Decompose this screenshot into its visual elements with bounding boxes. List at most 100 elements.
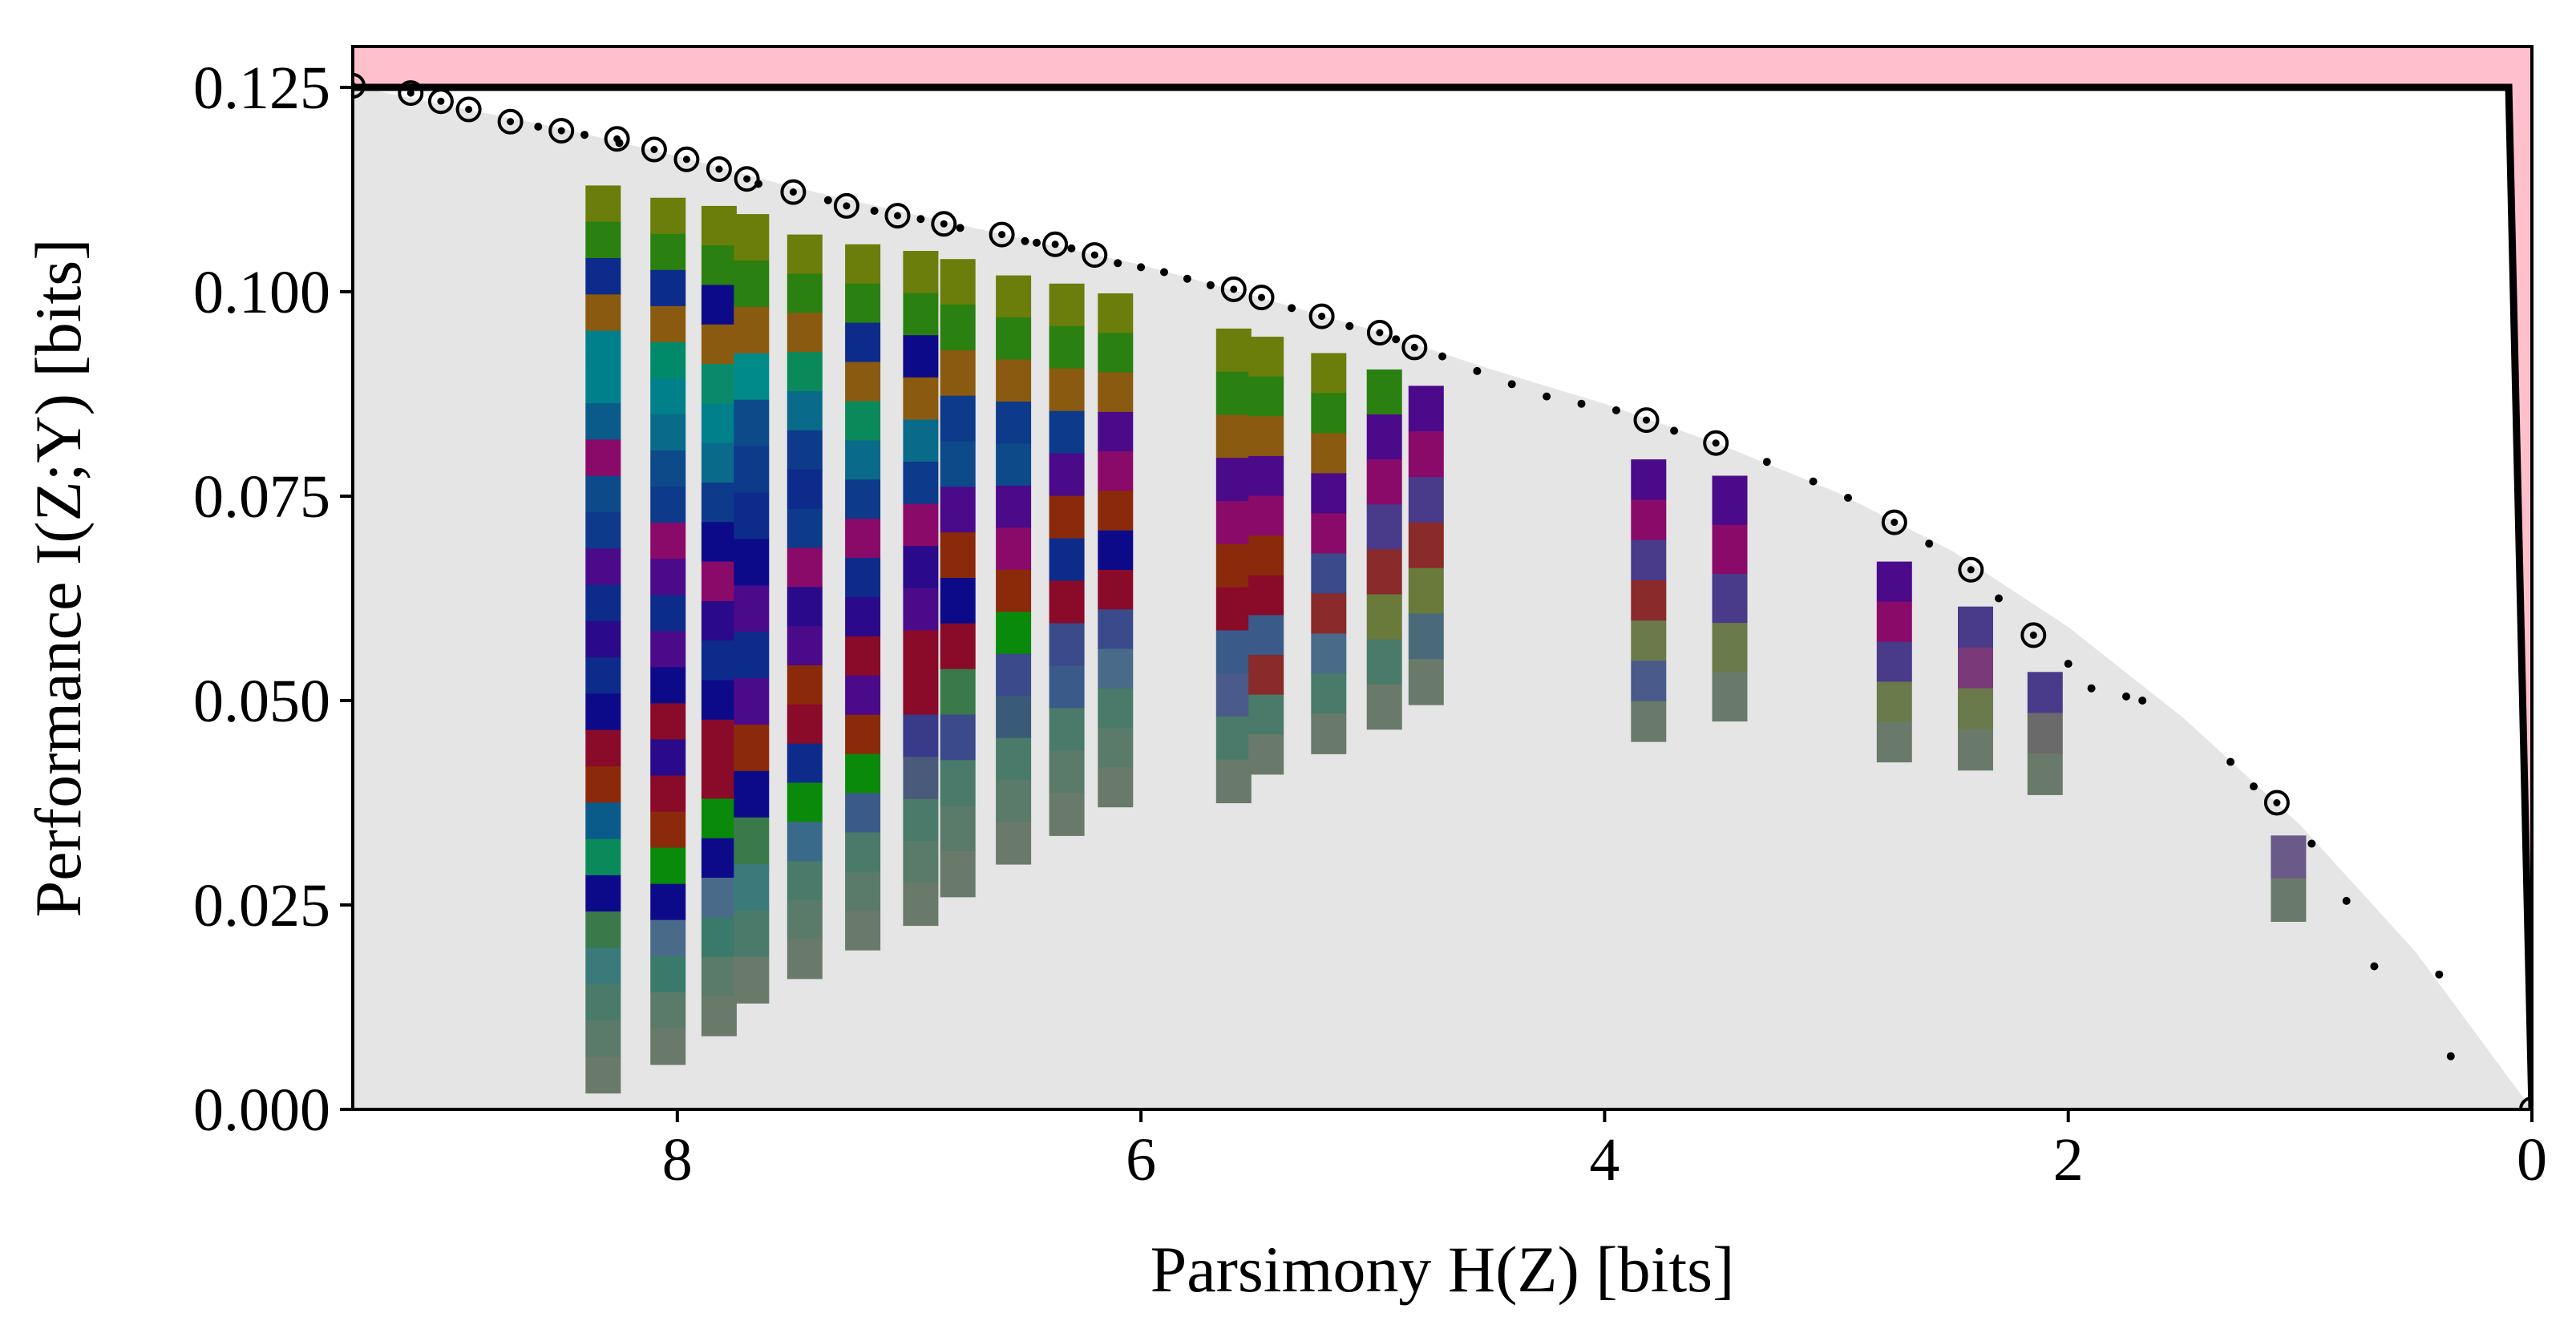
frontier-point-ring (931, 211, 957, 237)
x-tick-label: 6 (1126, 1126, 1156, 1194)
column-segment (1248, 694, 1284, 735)
column-segment (996, 780, 1032, 823)
column-segment (996, 822, 1032, 865)
column-segment (1098, 451, 1134, 491)
frontier-dot (1183, 274, 1191, 283)
column-segment (2027, 713, 2063, 754)
column-segment (650, 595, 686, 632)
column-segment (1311, 633, 1347, 674)
column-segment (1631, 459, 1667, 500)
column-segment (903, 462, 939, 505)
column-segment (845, 362, 881, 402)
column-segment (940, 851, 976, 898)
column-segment (787, 234, 823, 275)
frontier-point (1366, 320, 1393, 345)
column-segment (734, 817, 770, 865)
column-segment (650, 775, 686, 813)
frontier-point-ring (455, 96, 482, 123)
column-segment (903, 546, 939, 589)
frontier-point (1401, 334, 1428, 361)
column-segment (940, 305, 976, 351)
column-segment (1215, 543, 1252, 588)
frontier-dot (1577, 399, 1586, 408)
column-segment (650, 1028, 686, 1065)
column-segment (650, 197, 686, 235)
column-segment (940, 441, 976, 487)
column-segment (1712, 573, 1748, 624)
column-segment (1408, 386, 1444, 432)
column-segment (845, 597, 881, 637)
column-segment (845, 871, 881, 911)
column-segment (650, 667, 686, 705)
column-segment (650, 233, 686, 271)
frontier-point-ring (641, 136, 667, 163)
column-segment (1049, 495, 1085, 539)
frontier-dot (1288, 304, 1296, 313)
column-segment (734, 632, 770, 679)
plot-frame (351, 45, 2534, 1111)
column-segment (701, 245, 737, 286)
column-segment (734, 306, 770, 354)
column-segment (845, 753, 881, 794)
column-segment (1098, 648, 1134, 689)
frontier-dot (1762, 458, 1771, 467)
frontier-dot (1995, 594, 2003, 603)
frontier-point-ring (1220, 276, 1247, 302)
column-segment (1215, 501, 1252, 545)
column-segment (585, 512, 621, 549)
column-segment (701, 917, 737, 958)
frontier-dot (1844, 494, 1852, 502)
column-segment (734, 214, 770, 261)
frontier-point-center (650, 146, 658, 153)
frontier-dot (2435, 970, 2444, 979)
y-tick-label: 0.125 (193, 55, 330, 122)
column-segment (845, 911, 881, 951)
column-segment (845, 636, 881, 677)
frontier-point (989, 221, 1015, 248)
column-segment (996, 696, 1032, 739)
column-segment (787, 508, 823, 549)
column-segment (1876, 601, 1912, 643)
column-segment (903, 883, 939, 927)
frontier-point (833, 192, 859, 219)
column-segment (1712, 672, 1748, 722)
column-segment (1049, 453, 1085, 497)
column-segment (787, 391, 823, 431)
frontier-point-center (682, 156, 690, 164)
column-segment (650, 523, 686, 559)
column-segment (585, 1056, 621, 1094)
frontier-dot (2087, 684, 2096, 693)
frontier-dot (1392, 335, 1401, 344)
frontier-dot (2250, 782, 2258, 791)
x-tick-label: 2 (2053, 1126, 2084, 1194)
column-segment (701, 522, 737, 563)
column-segment (2027, 672, 2063, 713)
cluster-column (734, 214, 770, 1004)
column-segment (845, 675, 881, 716)
cluster-column (1311, 353, 1347, 754)
column-segment (996, 527, 1032, 571)
frontier-circles (353, 73, 2532, 1109)
column-segment (787, 822, 823, 862)
column-segment (996, 737, 1032, 781)
column-segment (996, 485, 1032, 528)
column-segment (585, 366, 621, 404)
y-axis-label: Performance I(Z;Y) [bits] (22, 239, 95, 918)
y-tick-label: 0.000 (193, 1076, 330, 1144)
column-segment (1631, 660, 1667, 702)
column-segment (650, 703, 686, 741)
column-segment (1215, 414, 1252, 458)
column-segment (701, 561, 737, 602)
column-segment (701, 364, 737, 404)
column-segment (701, 838, 737, 879)
frontier-point (931, 211, 957, 237)
column-segment (701, 285, 737, 325)
cluster-column (1958, 606, 1993, 771)
frontier-dot (2226, 757, 2235, 766)
cluster-column (1876, 561, 1912, 763)
frontier-point-ring (548, 118, 575, 144)
column-segment (585, 911, 621, 949)
frontier-point-center (1258, 293, 1265, 301)
column-segment (585, 838, 621, 876)
column-segment (1098, 609, 1134, 650)
